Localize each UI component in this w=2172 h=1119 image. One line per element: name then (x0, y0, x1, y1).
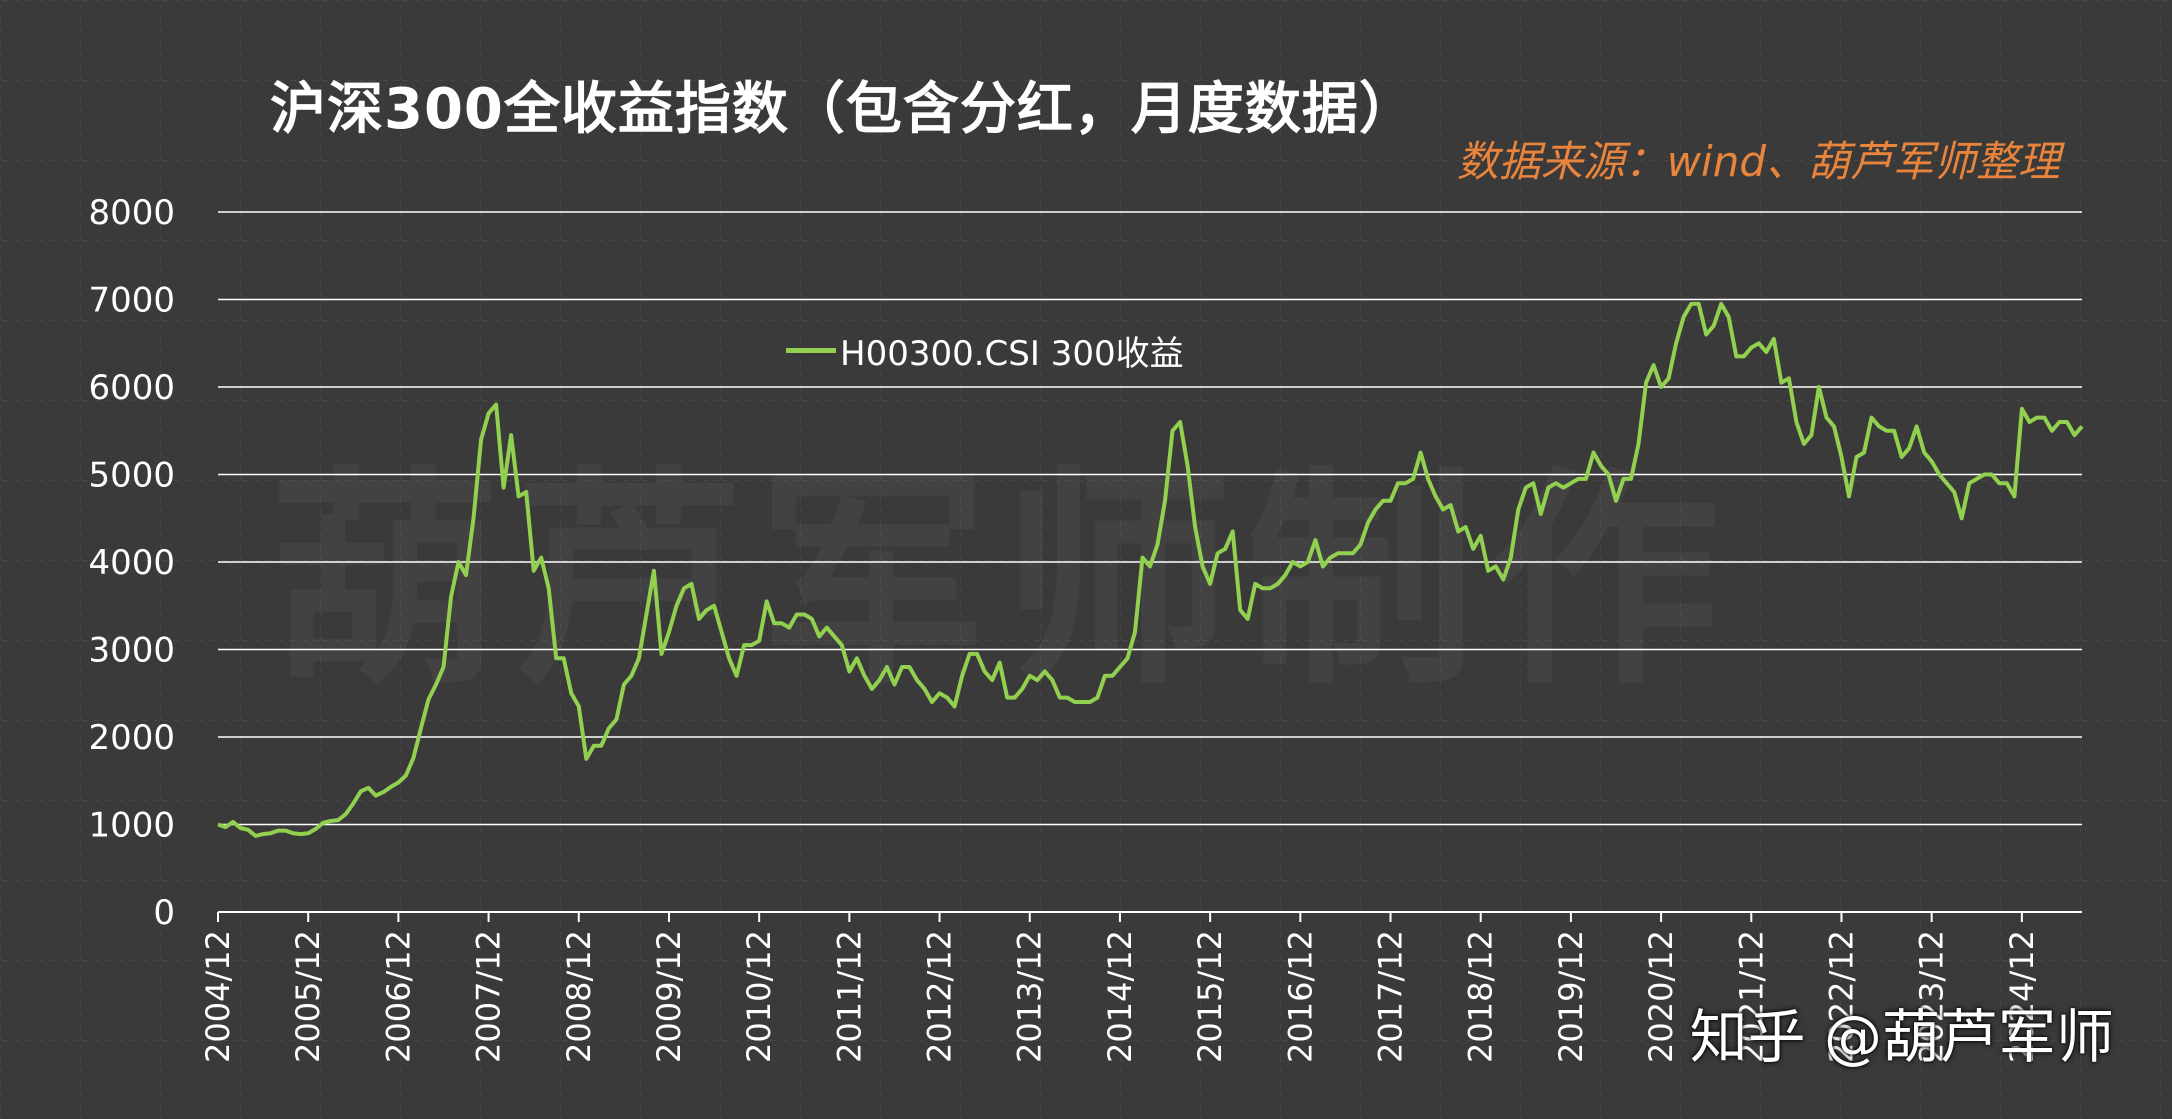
x-tick-label: 2009/12 (650, 930, 688, 1063)
x-tick-label: 2016/12 (1281, 930, 1319, 1063)
chart-title: 沪深300全收益指数（包含分红，月度数据） (270, 77, 1416, 142)
x-tick-label: 2004/12 (199, 930, 237, 1063)
x-tick-label: 2020/12 (1642, 930, 1680, 1063)
x-tick-label: 2006/12 (379, 930, 417, 1063)
x-tick-label: 2005/12 (289, 930, 327, 1063)
x-tick-label: 2017/12 (1372, 930, 1410, 1063)
x-tick-label: 2018/12 (1462, 930, 1500, 1063)
y-tick-label: 3000 (88, 631, 175, 671)
x-tick-label: 2015/12 (1191, 930, 1229, 1063)
x-tick-label: 2024/12 (2003, 930, 2041, 1063)
x-tick-label: 2011/12 (830, 930, 868, 1063)
data-source-note: 数据来源：wind、葫芦军师整理 (1456, 137, 2060, 186)
x-tick-label: 2007/12 (470, 930, 508, 1063)
x-tick-label: 2022/12 (1822, 930, 1860, 1063)
legend: H00300.CSI 300收益 (786, 326, 1184, 375)
x-tick-label: 2013/12 (1011, 930, 1049, 1063)
x-tick-label: 2012/12 (921, 930, 959, 1063)
x-tick-label: 2023/12 (1913, 930, 1951, 1063)
y-tick-label: 0 (153, 893, 175, 933)
series-line (217, 301, 2084, 838)
author-credit: 知乎 @葫芦军师 (1689, 1003, 2114, 1071)
x-tick-label: 2010/12 (740, 930, 778, 1063)
y-tick-label: 5000 (88, 456, 175, 496)
y-tick-label: 7000 (88, 281, 175, 321)
y-tick-label: 1000 (88, 806, 175, 846)
y-tick-label: 2000 (88, 718, 175, 758)
legend-swatch (786, 348, 836, 353)
x-tick-label: 2021/12 (1732, 930, 1770, 1063)
y-tick-label: 8000 (88, 193, 175, 233)
x-tick-label: 2008/12 (560, 930, 598, 1063)
x-tick-label: 2014/12 (1101, 930, 1139, 1063)
x-tick-label: 2019/12 (1552, 930, 1590, 1063)
y-tick-label: 4000 (88, 543, 175, 583)
y-tick-label: 6000 (88, 368, 175, 408)
legend-label: H00300.CSI 300收益 (840, 334, 1184, 374)
